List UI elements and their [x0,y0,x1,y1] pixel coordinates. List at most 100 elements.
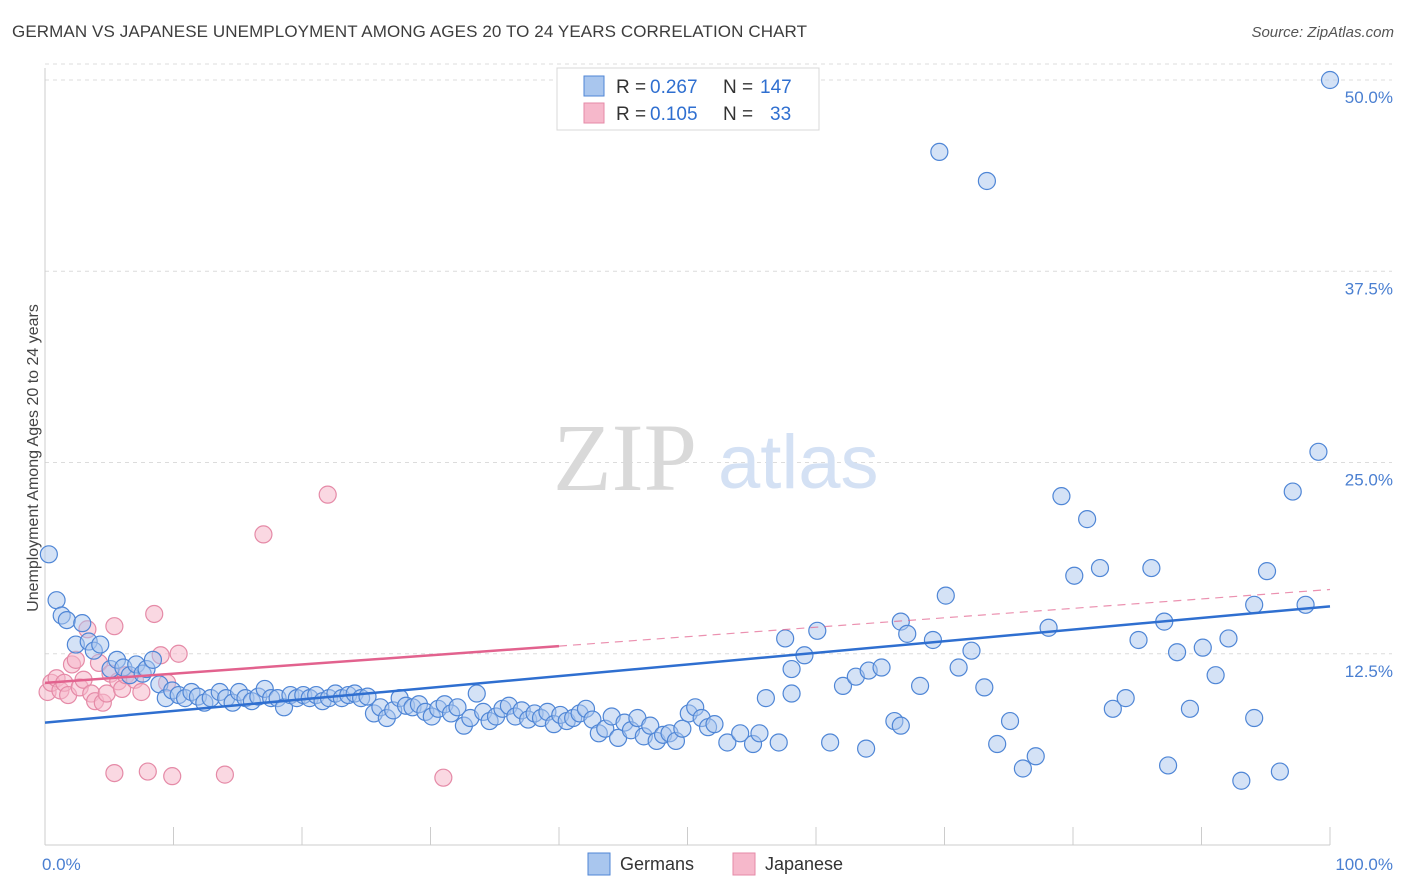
legend-r-value-germans: 0.267 [650,77,698,98]
legend-n-value-germans: 147 [760,77,792,98]
german-point-113 [808,621,827,640]
german-point-157 [857,739,876,758]
y-tick-label-0: 12.5% [1345,662,1393,681]
axes [44,68,1331,846]
german-point-128 [988,734,1007,754]
german-point-109 [769,733,788,752]
japanese-point-28 [163,767,182,786]
german-point-5 [73,614,92,633]
y-tick-label-2: 37.5% [1345,279,1393,298]
german-point-143 [1180,699,1200,718]
legend-r-label-germans: R = [616,77,646,98]
japanese-point-23 [132,682,151,702]
series-germans [39,70,1340,790]
german-trendline [44,605,1331,724]
german-point-153 [1309,442,1328,461]
japanese-point-31 [254,525,273,544]
german-point-147 [1232,771,1251,790]
german-point-154 [1320,70,1340,90]
german-point-1 [47,591,66,610]
german-point-66 [467,684,486,703]
german-point-122 [910,676,930,695]
german-point-114 [821,733,840,752]
german-point-134 [1065,566,1084,585]
bottom-legend: Germans Japanese [587,852,843,876]
german-point-130 [1013,759,1032,778]
watermark: ZIP atlas [553,404,879,511]
german-point-103 [705,715,724,734]
chart-source: Source: ZipAtlas.com [1251,24,1394,41]
german-point-3 [57,610,76,630]
german-point-161 [1245,708,1264,728]
german-point-139 [1129,630,1148,650]
german-point-115 [833,676,853,695]
x-tick-label-1: 100.0% [1335,855,1393,874]
japanese-point-24 [138,762,157,781]
japanese-point-33 [434,768,453,787]
german-point-111 [782,684,801,703]
german-point-160 [1158,756,1178,775]
japanese-point-19 [105,763,124,783]
german-point-93 [641,716,660,735]
german-point-63 [448,698,467,717]
legend-n-value-japanese: 33 [770,104,791,125]
german-point-138 [1116,689,1135,708]
german-point-155 [930,142,949,162]
bottom-legend-swatch-germans [587,852,611,876]
german-point-151 [1283,482,1302,501]
y-tick-label-1: 25.0% [1345,471,1393,490]
german-point-118 [872,658,891,677]
german-point-142 [1167,643,1187,662]
japanese-trendline-extension [558,588,1331,647]
german-point-131 [1026,747,1045,766]
german-point-125 [949,658,968,677]
german-point-8 [91,635,110,654]
german-point-144 [1193,638,1212,657]
german-point-140 [1142,558,1161,578]
japanese-point-25 [145,604,164,624]
legend-swatch-japanese [583,102,605,124]
german-point-137 [1103,699,1122,718]
legend-swatch-germans [583,75,605,97]
german-point-104 [718,733,737,752]
german-point-110 [776,629,795,648]
german-point-132 [1039,618,1058,637]
german-point-16 [143,650,163,669]
german-point-129 [1000,711,1020,731]
japanese-trendline [44,644,560,685]
german-point-107 [750,724,769,743]
german-point-121 [898,624,917,643]
german-point-149 [1257,562,1277,581]
x-tick-label-0: 0.0% [42,855,81,874]
x-tick-labels: 0.0% 100.0% [42,855,1393,874]
german-point-148 [1245,595,1264,614]
german-point-123 [923,630,943,650]
german-point-136 [1090,558,1110,578]
german-point-152 [1296,595,1315,614]
trendlines [44,588,1331,724]
legend-r-label-japanese: R = [616,104,646,125]
y-tick-labels: 12.5% 25.0% 37.5% 50.0% [1345,88,1393,681]
japanese-point-7 [66,650,85,669]
japanese-point-17 [105,617,124,636]
bottom-legend-japanese: Japanese [765,854,843,874]
legend-n-label-japanese: N = [723,104,753,125]
german-point-145 [1206,666,1225,685]
german-point-0 [39,545,58,564]
watermark-zip: ZIP [553,404,697,511]
german-point-146 [1219,629,1238,648]
german-point-133 [1052,487,1071,506]
german-point-159 [782,659,801,679]
german-point-156 [977,171,997,191]
japanese-point-29 [169,644,188,663]
german-point-98 [673,719,692,738]
german-point-127 [975,678,994,697]
bottom-legend-swatch-japanese [732,852,756,876]
german-point-124 [936,586,955,605]
german-point-108 [756,689,775,708]
german-point-150 [1270,762,1289,781]
legend-n-label-germans: N = [723,77,753,98]
japanese-point-30 [215,765,234,784]
watermark-atlas: atlas [718,420,879,505]
japanese-point-32 [318,485,337,504]
